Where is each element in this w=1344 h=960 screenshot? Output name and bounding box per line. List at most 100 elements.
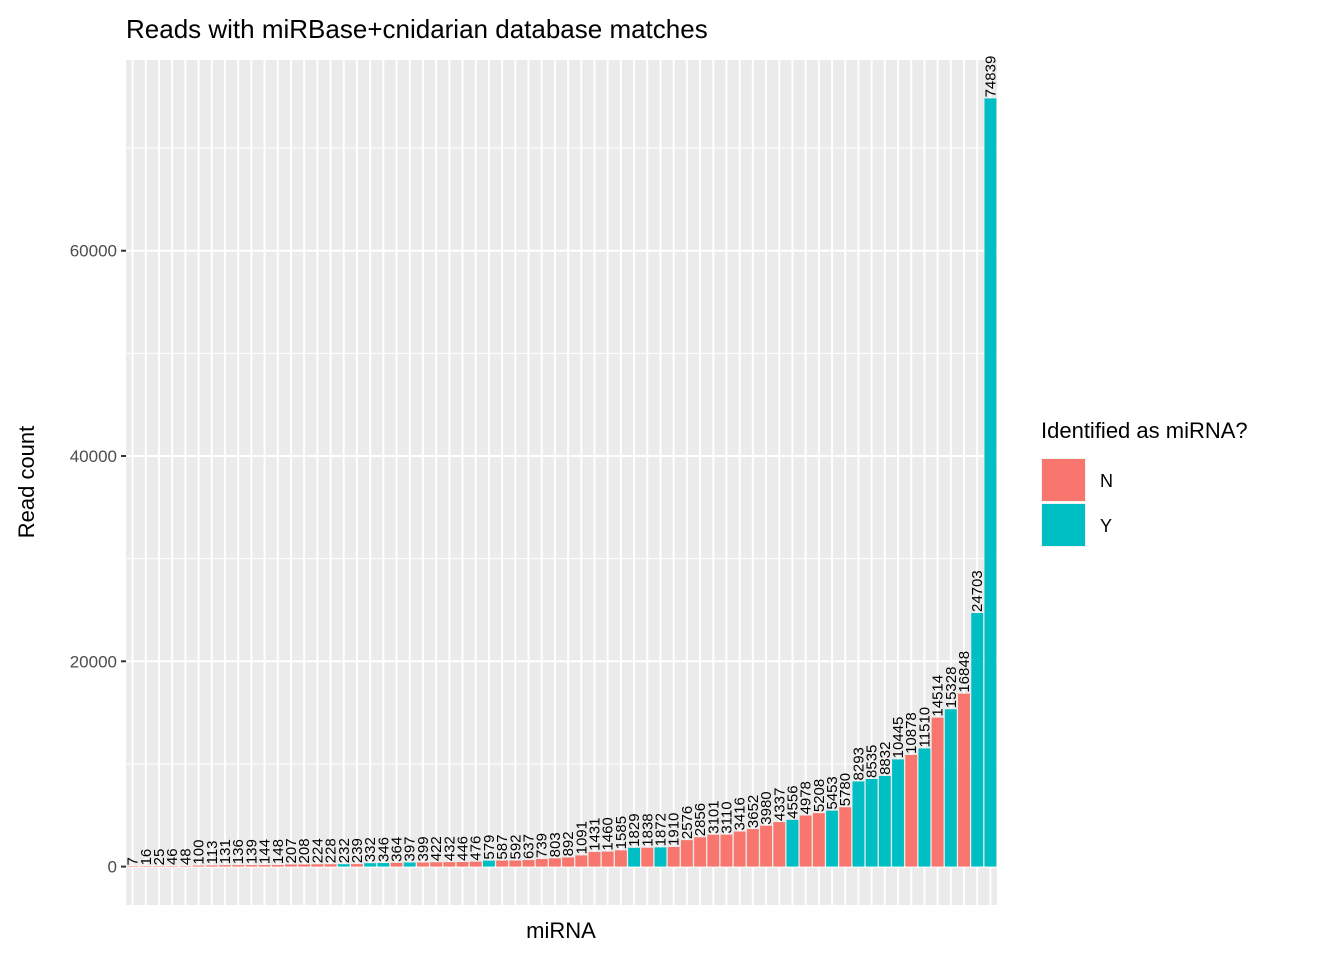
bar-value-label: 10878	[903, 712, 920, 754]
bar-value-label: 399	[415, 836, 432, 861]
bar-value-label: 3416	[732, 797, 749, 830]
bar-value-label: 1872	[652, 813, 669, 846]
bar	[271, 865, 284, 867]
bar	[588, 851, 601, 867]
bar-value-label: 3980	[758, 791, 775, 824]
bar	[509, 860, 522, 867]
bar	[285, 864, 297, 867]
bar-value-label: 803	[547, 832, 564, 857]
bar-value-label: 136	[230, 839, 247, 864]
bar	[614, 850, 627, 867]
bar-value-label: 139	[243, 839, 260, 864]
bar	[746, 829, 759, 867]
bar	[522, 860, 535, 867]
bar	[139, 866, 152, 867]
bar-value-label: 207	[283, 838, 300, 863]
bar	[126, 866, 139, 868]
bar-value-label: 16848	[956, 651, 973, 693]
bar	[364, 863, 377, 867]
bar-value-label: 74839	[982, 56, 999, 98]
y-axis-title: Read count	[14, 426, 39, 539]
bar	[324, 864, 337, 867]
bar-value-label: 1431	[586, 818, 603, 851]
bar-value-label: 1091	[573, 821, 590, 854]
bar	[931, 717, 944, 867]
bar	[351, 864, 363, 867]
bar-value-label: 8535	[864, 745, 881, 778]
bar	[799, 815, 812, 867]
bar-value-label: 239	[349, 838, 366, 863]
legend-label-n: N	[1100, 471, 1113, 491]
y-tick-label: 60000	[70, 242, 117, 261]
bar-value-label: 476	[468, 836, 485, 861]
y-tick-label: 0	[108, 858, 117, 877]
bar	[482, 860, 495, 867]
bar	[865, 778, 878, 867]
bar-value-label: 592	[507, 834, 524, 859]
bar-value-label: 432	[441, 836, 458, 861]
bar-value-label: 148	[270, 839, 287, 864]
data-labels: 7162546481001131311361391441482072082242…	[125, 56, 1000, 866]
bar	[548, 858, 561, 867]
bar-value-label: 46	[164, 848, 181, 865]
bar	[971, 613, 984, 867]
bar	[337, 864, 350, 867]
bar-value-label: 7	[125, 857, 142, 865]
y-tick-label: 20000	[70, 652, 117, 671]
bar-value-label: 332	[362, 837, 379, 862]
bar	[984, 98, 997, 867]
bar	[403, 862, 416, 867]
legend: Identified as miRNA? N Y	[1041, 418, 1248, 547]
bar-value-label: 637	[521, 834, 538, 859]
bar	[416, 862, 429, 867]
bar	[773, 822, 786, 867]
bar	[430, 862, 443, 867]
bar	[892, 759, 904, 867]
bar-value-label: 131	[217, 839, 234, 864]
bar	[628, 847, 641, 867]
bar-value-label: 422	[428, 836, 445, 861]
legend-swatch-y	[1042, 504, 1085, 546]
bar	[219, 865, 231, 867]
bar	[443, 862, 456, 867]
bar-value-label: 11510	[916, 707, 933, 748]
bar	[575, 855, 588, 867]
bar	[535, 859, 548, 867]
legend-swatch-n	[1042, 459, 1085, 501]
bar	[667, 846, 680, 867]
bar-value-label: 208	[296, 838, 313, 863]
bar-value-label: 224	[309, 838, 326, 863]
bar-value-label: 113	[204, 841, 221, 865]
bar	[694, 837, 707, 867]
bar-value-label: 1585	[613, 816, 630, 849]
bar-value-label: 892	[560, 831, 577, 856]
bar-value-label: 24703	[969, 570, 986, 612]
bar	[456, 862, 469, 867]
bar	[786, 819, 799, 867]
bar-value-label: 14514	[930, 675, 947, 717]
bar	[958, 693, 970, 867]
bar	[166, 866, 179, 867]
legend-title: Identified as miRNA?	[1041, 418, 1248, 443]
bar	[205, 865, 218, 867]
bar-value-label: 346	[375, 837, 392, 862]
chart-title: Reads with miRBase+cnidarian database ma…	[126, 14, 708, 44]
bar-value-label: 3101	[705, 800, 722, 833]
bar	[192, 865, 205, 867]
bar-value-label: 2576	[679, 806, 696, 839]
bar	[377, 863, 390, 867]
bar	[760, 825, 772, 867]
bar	[562, 857, 575, 867]
bar-value-label: 232	[336, 838, 353, 863]
bar	[496, 860, 509, 867]
bar-value-label: 1460	[600, 817, 617, 850]
bar-value-label: 4978	[798, 781, 815, 814]
bar	[469, 861, 482, 867]
bar-value-label: 3110	[718, 801, 735, 833]
bar-value-label: 1910	[666, 813, 683, 846]
bar	[839, 807, 852, 867]
bar	[654, 847, 667, 867]
bar-value-label: 100	[191, 840, 208, 865]
bar	[258, 865, 271, 867]
